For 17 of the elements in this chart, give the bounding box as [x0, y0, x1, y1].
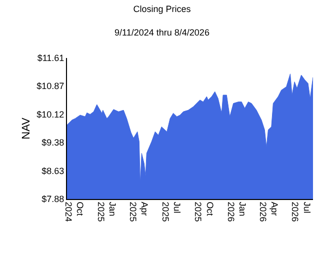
x-tick-label: Jan 2025: [96, 202, 118, 222]
y-tick-label: $7.88: [42, 194, 64, 204]
x-tick-label: Apr 2025: [128, 202, 150, 222]
x-tick-label: Jul 2025: [160, 202, 182, 222]
x-tick-label: Oct 2024: [63, 202, 86, 222]
y-axis-title: NAV: [20, 116, 32, 140]
chart-title: Closing Prices: [133, 4, 192, 14]
y-tick-label: $10.12: [36, 109, 64, 120]
x-tick-label: Jan 2026: [226, 202, 248, 222]
y-tick-label: $8.63: [42, 166, 64, 176]
x-tick-label: Jul 2026: [290, 202, 312, 222]
x-tick-label: Oct 2025: [193, 202, 215, 222]
chart-subtitle: 9/11/2024 thru 8/4/2026: [114, 27, 210, 38]
x-tick-label: Apr 2026: [258, 202, 280, 222]
y-tick-label: $10.87: [36, 81, 64, 92]
y-tick-label: $11.61: [37, 53, 64, 64]
y-tick-label: $9.38: [42, 137, 64, 148]
